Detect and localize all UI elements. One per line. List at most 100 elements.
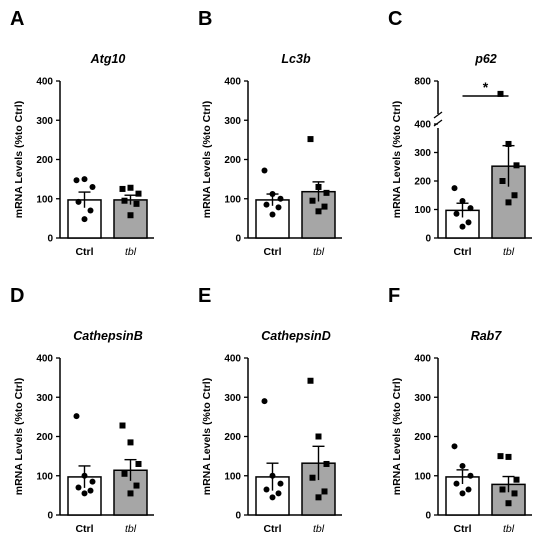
- y-tick-label-c: 100: [414, 205, 431, 216]
- x-category-label-e: tbl: [313, 523, 325, 535]
- data-point-ctrl-a: [87, 207, 94, 214]
- data-point-ctrl-c: [451, 185, 458, 192]
- data-point-tbl-b: [309, 197, 316, 204]
- data-point-tbl-e: [321, 488, 328, 495]
- data-point-ctrl-e: [277, 480, 284, 487]
- data-point-ctrl-a: [81, 176, 88, 183]
- data-point-tbl-a: [133, 200, 140, 207]
- panel-letter-e: E: [198, 285, 211, 307]
- data-point-tbl-f: [499, 486, 506, 493]
- data-point-tbl-e: [323, 460, 330, 467]
- y-tick-label-e: 300: [224, 393, 241, 404]
- y-axis-label-a: mRNA Levels (%to Ctrl): [13, 101, 25, 218]
- x-category-label-e: Ctrl: [263, 523, 281, 535]
- data-point-tbl-c: [505, 199, 512, 206]
- y-axis-label-c: mRNA Levels (%to Ctrl): [391, 101, 403, 218]
- axis-break-mark-c: [433, 111, 443, 119]
- data-point-tbl-c: [497, 90, 504, 97]
- y-tick-label-d: 400: [36, 354, 53, 365]
- data-point-tbl-b: [307, 136, 314, 143]
- data-point-tbl-f: [505, 453, 512, 460]
- data-point-tbl-e: [307, 377, 314, 384]
- chart-title-d: CathepsinB: [73, 329, 142, 343]
- data-point-ctrl-d: [73, 413, 80, 420]
- data-point-ctrl-d: [81, 472, 88, 479]
- data-point-ctrl-b: [261, 167, 268, 174]
- data-point-tbl-b: [321, 203, 328, 210]
- data-point-ctrl-b: [277, 195, 284, 202]
- y-tick-label-f: 300: [414, 393, 431, 404]
- data-point-ctrl-f: [451, 443, 458, 450]
- y-tick-label-b: 300: [224, 116, 241, 127]
- data-point-ctrl-e: [263, 486, 270, 493]
- data-point-ctrl-b: [263, 201, 270, 208]
- chart-title-b: Lc3b: [281, 52, 311, 66]
- y-tick-label-e: 400: [224, 354, 241, 365]
- y-tick-label-b: 100: [224, 194, 241, 205]
- data-point-ctrl-c: [459, 197, 466, 204]
- data-point-tbl-f: [497, 453, 504, 460]
- y-tick-label-a: 200: [36, 155, 53, 166]
- y-tick-label-f: 0: [425, 511, 431, 522]
- x-category-label-d: Ctrl: [75, 523, 93, 535]
- data-point-tbl-f: [505, 500, 512, 507]
- significance-star-c: *: [483, 79, 489, 95]
- data-point-ctrl-a: [81, 216, 88, 223]
- y-tick-label-f: 200: [414, 432, 431, 443]
- data-point-tbl-a: [135, 190, 142, 197]
- data-point-tbl-d: [135, 460, 142, 467]
- data-point-tbl-a: [121, 197, 128, 204]
- panel-f: F Rab7 mRNA Levels (%to Ctrl) 0 100 200 300 400…: [388, 285, 532, 535]
- y-axis-label-b: mRNA Levels (%to Ctrl): [201, 101, 213, 218]
- panel-letter-c: C: [388, 8, 402, 30]
- y-tick-label-a: 400: [36, 77, 53, 88]
- y-tick-label-c: 200: [414, 177, 431, 188]
- data-point-tbl-c: [505, 140, 512, 147]
- data-point-tbl-d: [121, 470, 128, 477]
- y-tick-label-c: 800: [414, 77, 431, 88]
- data-point-ctrl-d: [75, 484, 82, 491]
- data-point-tbl-d: [127, 439, 134, 446]
- data-point-ctrl-c: [453, 210, 460, 217]
- data-point-ctrl-a: [75, 198, 82, 205]
- y-axis-label-f: mRNA Levels (%to Ctrl): [391, 378, 403, 495]
- data-point-tbl-c: [511, 192, 518, 199]
- y-tick-label-d: 0: [47, 511, 53, 522]
- panel-letter-f: F: [388, 285, 400, 307]
- axis-break-mark-c: [433, 119, 443, 127]
- data-point-ctrl-e: [261, 398, 268, 405]
- chart-title-c: p62: [474, 52, 497, 66]
- data-point-tbl-d: [119, 422, 126, 429]
- data-point-tbl-b: [315, 183, 322, 190]
- data-point-ctrl-f: [459, 490, 466, 497]
- y-axis-label-d: mRNA Levels (%to Ctrl): [13, 378, 25, 495]
- data-point-tbl-d: [133, 482, 140, 489]
- data-point-tbl-f: [511, 490, 518, 497]
- x-category-label-d: tbl: [125, 523, 137, 535]
- data-point-ctrl-a: [73, 177, 80, 184]
- data-point-ctrl-f: [465, 486, 472, 493]
- data-point-tbl-c: [499, 178, 506, 184]
- data-point-ctrl-d: [89, 478, 96, 485]
- y-tick-label-c: 400: [414, 120, 431, 131]
- data-point-tbl-e: [309, 474, 316, 481]
- bar-a-tbl: [113, 199, 148, 239]
- data-point-tbl-e: [315, 494, 322, 501]
- data-point-ctrl-a: [89, 183, 96, 190]
- data-point-tbl-a: [127, 184, 134, 191]
- panel-letter-b: B: [198, 8, 212, 30]
- y-tick-label-a: 100: [36, 194, 53, 205]
- data-point-tbl-a: [127, 212, 134, 219]
- chart-title-e: CathepsinD: [261, 329, 330, 343]
- y-tick-label-d: 100: [36, 471, 53, 482]
- data-point-ctrl-c: [467, 205, 474, 212]
- x-category-label-c: Ctrl: [453, 246, 471, 258]
- x-category-label-a: Ctrl: [75, 246, 93, 258]
- x-category-label-b: Ctrl: [263, 246, 281, 258]
- chart-title-f: Rab7: [471, 329, 503, 343]
- x-category-label-f: Ctrl: [453, 523, 471, 535]
- panel-a: A Atg10 mRNA Levels (%to Ctrl) 0 100 200 300 40…: [10, 8, 154, 258]
- panel-b: B Lc3b mRNA Levels (%to Ctrl) 0 100 200 300 400…: [198, 8, 342, 258]
